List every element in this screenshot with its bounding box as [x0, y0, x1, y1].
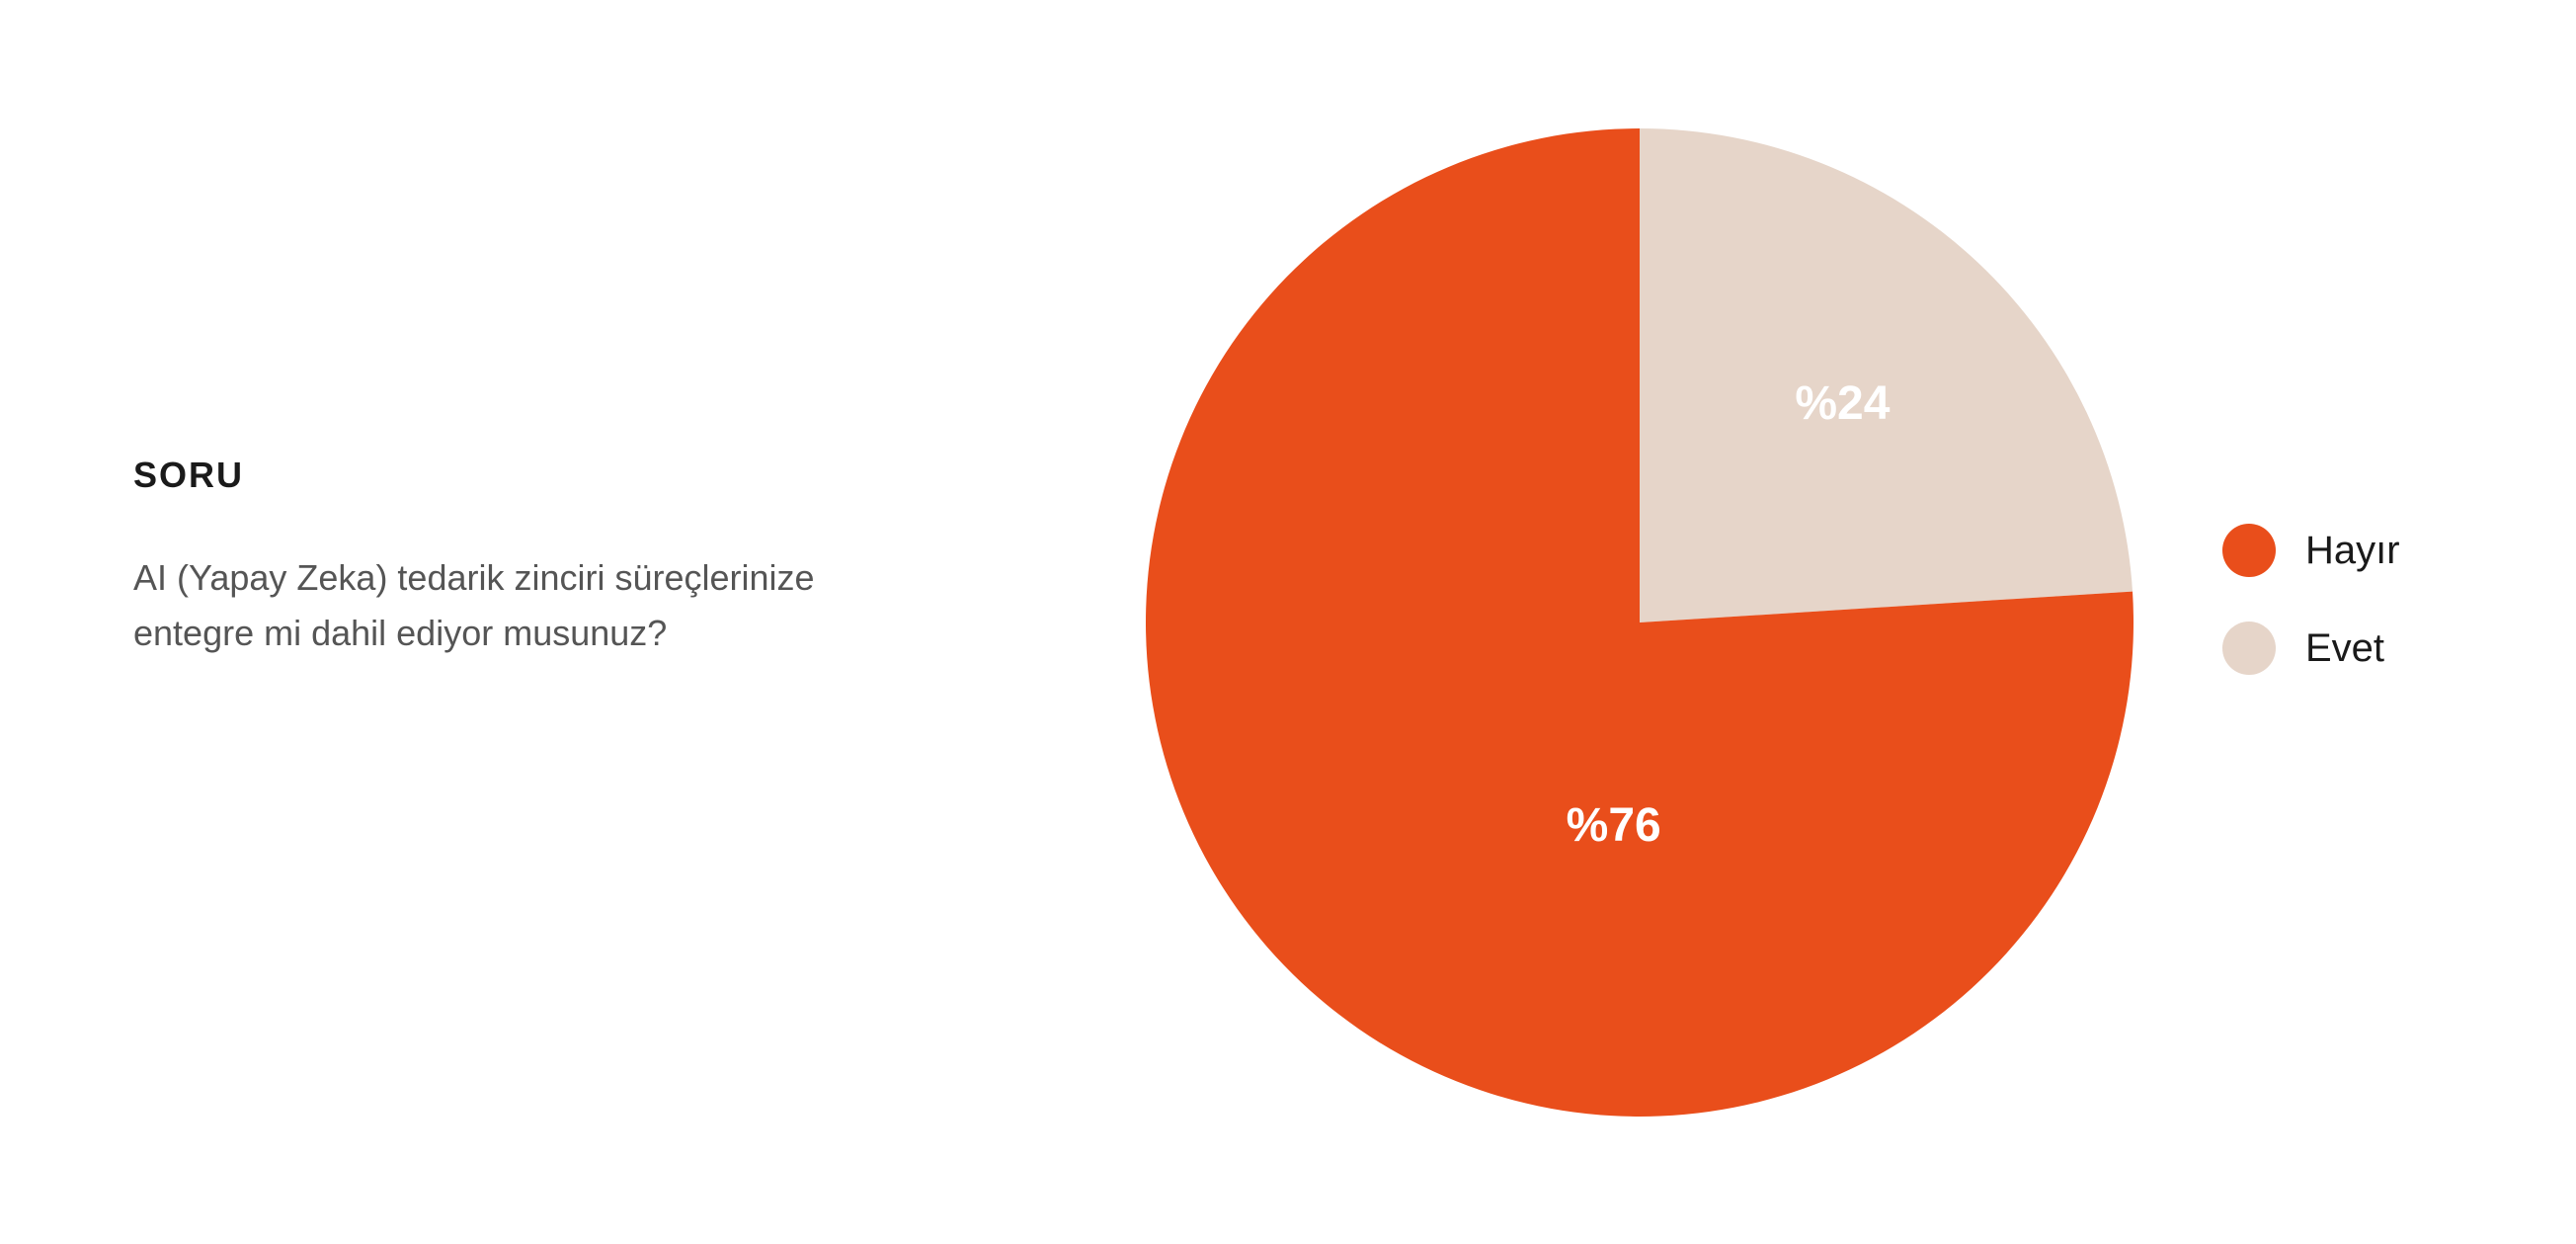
- legend: Hayır Evet: [2222, 524, 2400, 719]
- legend-item-hayir: Hayır: [2222, 524, 2400, 577]
- pie-slice-label-hayir: %76: [1567, 799, 1661, 852]
- pie-slices: [1146, 128, 2133, 1117]
- legend-item-evet: Evet: [2222, 622, 2400, 675]
- legend-label-evet: Evet: [2305, 626, 2384, 671]
- legend-swatch-hayir: [2222, 524, 2276, 577]
- pie-chart: %24 %76: [1146, 128, 2133, 1117]
- legend-label-hayir: Hayır: [2305, 529, 2400, 573]
- question-text: AI (Yapay Zeka) tedarik zinciri süreçler…: [133, 550, 943, 661]
- infographic-stage: SORU AI (Yapay Zeka) tedarik zinciri sür…: [0, 0, 2576, 1244]
- question-block: SORU AI (Yapay Zeka) tedarik zinciri sür…: [133, 455, 943, 661]
- legend-swatch-evet: [2222, 622, 2276, 675]
- pie-slice-evet: [1640, 128, 2133, 622]
- pie-slice-label-evet: %24: [1795, 377, 1890, 430]
- question-heading: SORU: [133, 455, 943, 496]
- pie-chart-svg: %24 %76: [1146, 128, 2133, 1117]
